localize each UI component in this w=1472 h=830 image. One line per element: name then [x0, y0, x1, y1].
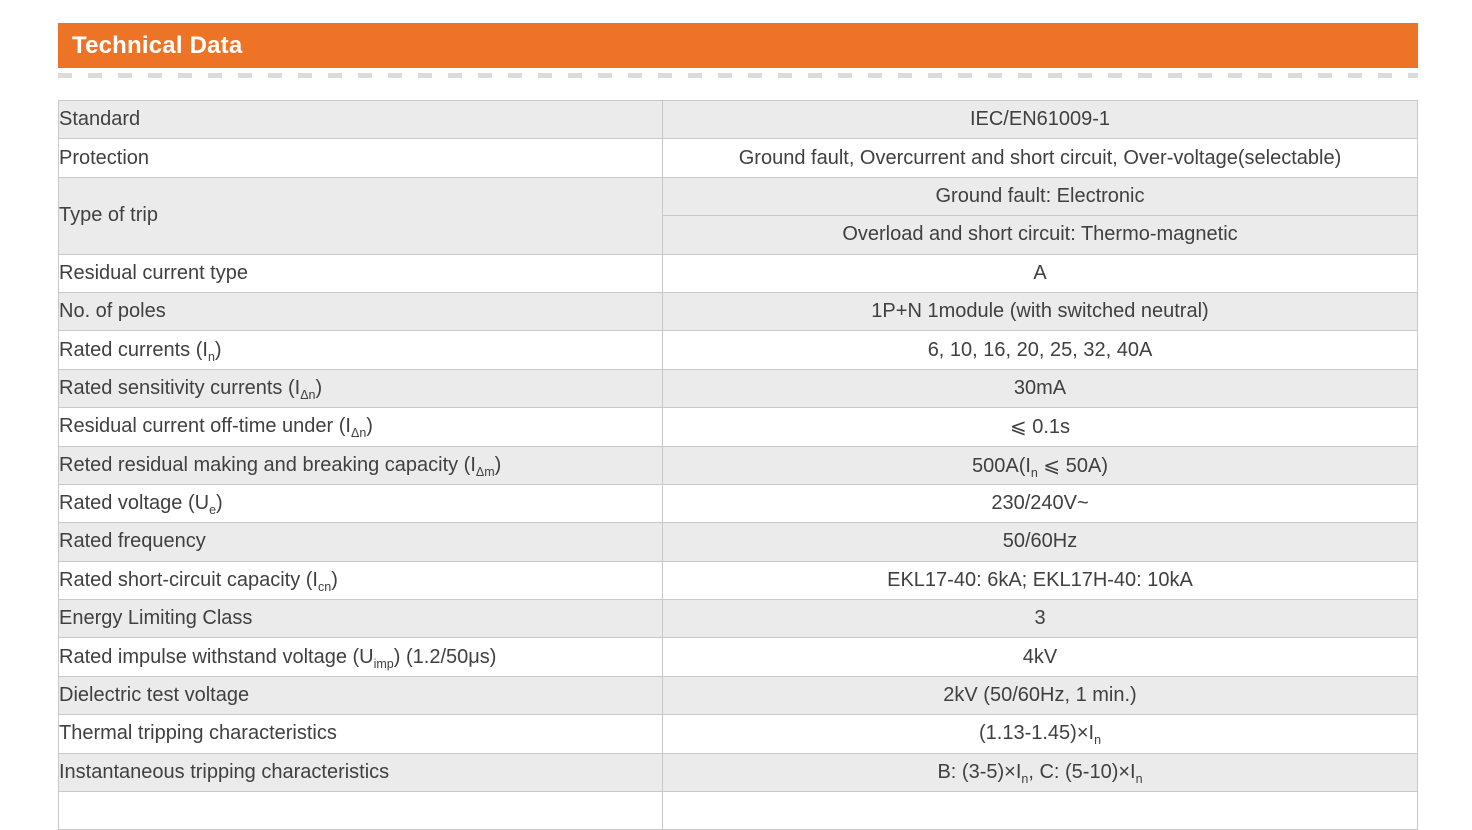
table-row: Standard IEC/EN61009-1: [58, 99, 1418, 140]
spec-value-cell: 500A(In ⩽ 50A): [662, 445, 1418, 485]
spec-value-cell: [662, 791, 1418, 830]
spec-value-cell: 3: [662, 599, 1418, 639]
spec-value-cell: ⩽ 0.1s: [662, 407, 1418, 447]
spec-label-cell: Residual current type: [58, 253, 663, 293]
table-row: Residual current type A: [58, 253, 1418, 293]
spec-value-cell: 50/60Hz: [662, 522, 1418, 562]
subscript: n: [1021, 771, 1029, 786]
table-row: Rated voltage (Ue) 230/240V~: [58, 483, 1418, 524]
technical-data-table-body: Standard IEC/EN61009-1 Protection Ground fa…: [58, 99, 1418, 830]
subscript: imp: [373, 656, 394, 671]
subscript: n: [1030, 465, 1038, 480]
table-row: Rated impulse withstand voltage (Uimp) (…: [58, 637, 1418, 677]
spec-value-cell: IEC/EN61009-1: [662, 99, 1418, 140]
spec-label-cell: No. of poles: [58, 291, 663, 332]
spec-label-cell: Rated sensitivity currents (IΔn): [58, 368, 663, 409]
subscript: n: [207, 349, 215, 364]
subscript: Δn: [300, 387, 316, 402]
table-row: No. of poles 1P+N 1module (with switched …: [58, 291, 1418, 332]
table-row: Rated frequency 50/60Hz: [58, 522, 1418, 562]
spec-value-cell: 230/240V~: [662, 483, 1418, 524]
spec-label-cell: Reted residual making and breaking capac…: [58, 445, 663, 485]
spec-label-cell: Protection: [58, 138, 663, 178]
subscript: n: [1094, 733, 1102, 748]
subscript: Δn: [350, 426, 367, 441]
spec-label-cell: Instantaneous tripping characteristics: [58, 752, 663, 793]
table-row: Thermal tripping characteristics (1.13-1.…: [58, 714, 1418, 754]
table-row: Dielectric test voltage 2kV (50/60Hz, 1 m…: [58, 675, 1418, 716]
spec-label-cell: Thermal tripping characteristics: [58, 714, 663, 754]
table-row: Instantaneous tripping characteristics B:…: [58, 752, 1418, 793]
spec-label-cell: Dielectric test voltage: [58, 675, 663, 716]
spec-label-cell: Type of trip: [58, 176, 663, 255]
spec-label-cell: Rated impulse withstand voltage (Uimp) (…: [58, 637, 663, 677]
subscript: n: [1135, 771, 1143, 786]
spec-value-cell: (1.13-1.45)×In: [662, 714, 1418, 754]
table-row: [58, 791, 1418, 830]
subscript: cn: [317, 579, 332, 594]
table-row: Overload and short circuit: Thermo-magne…: [59, 215, 1418, 255]
table-row: Rated sensitivity currents (IΔn) 30mA: [58, 368, 1418, 409]
technical-data-table: Standard IEC/EN61009-1 Protection Ground fa…: [58, 99, 1418, 830]
spec-value-cell: 2kV (50/60Hz, 1 min.): [662, 675, 1418, 716]
table-row: Rated short-circuit capacity (Icn) EKL17-…: [58, 560, 1418, 601]
spec-value-cell: Ground fault, Overcurrent and short circ…: [662, 138, 1418, 178]
spec-label-cell: Rated voltage (Ue): [58, 483, 663, 524]
datasheet-page: Technical Data Standard IEC/EN61009-1 Prot…: [58, 23, 1418, 830]
subscript: Δm: [475, 464, 495, 479]
table-row: Protection Ground fault, Overcurrent and …: [58, 138, 1418, 178]
spec-label-cell: Rated frequency: [58, 522, 663, 562]
section-header-bar: Technical Data: [58, 23, 1418, 68]
spec-label-cell: Rated currents (In): [58, 330, 663, 370]
spec-label-cell: Standard: [58, 99, 663, 140]
table-row: Type of trip Ground fault: Electronic: [58, 176, 1418, 255]
spec-value-cell: 30mA: [662, 368, 1418, 409]
table-row: Reted residual making and breaking capac…: [58, 445, 1418, 485]
subscript: e: [209, 503, 217, 518]
table-row: Energy Limiting Class 3: [58, 599, 1418, 639]
section-title: Technical Data: [72, 31, 243, 59]
spec-value-cell: 4kV: [662, 637, 1418, 677]
spec-value-cell: 6, 10, 16, 20, 25, 32, 40A: [662, 330, 1418, 370]
spec-value-cell: 1P+N 1module (with switched neutral): [662, 291, 1418, 332]
spec-value-cell: A: [662, 253, 1418, 293]
spec-value-cell: Overload and short circuit: Thermo-magne…: [662, 215, 1418, 255]
dashed-divider: [58, 73, 1418, 78]
table-row: Residual current off-time under (IΔn) ⩽ 0…: [58, 407, 1418, 447]
spec-value-cell: B: (3-5)×In, C: (5-10)×In: [662, 752, 1418, 793]
spec-label-cell: Energy Limiting Class: [58, 599, 663, 639]
spec-label-cell: Rated short-circuit capacity (Icn): [58, 560, 663, 601]
spec-label-cell: Residual current off-time under (IΔn): [58, 407, 663, 447]
spec-label-cell: [58, 791, 663, 830]
spec-value-cell: Ground fault: Electronic: [662, 176, 1418, 217]
table-row: Rated currents (In) 6, 10, 16, 20, 25, 32…: [58, 330, 1418, 370]
spec-value-cell: EKL17-40: 6kA; EKL17H-40: 10kA: [662, 560, 1418, 601]
